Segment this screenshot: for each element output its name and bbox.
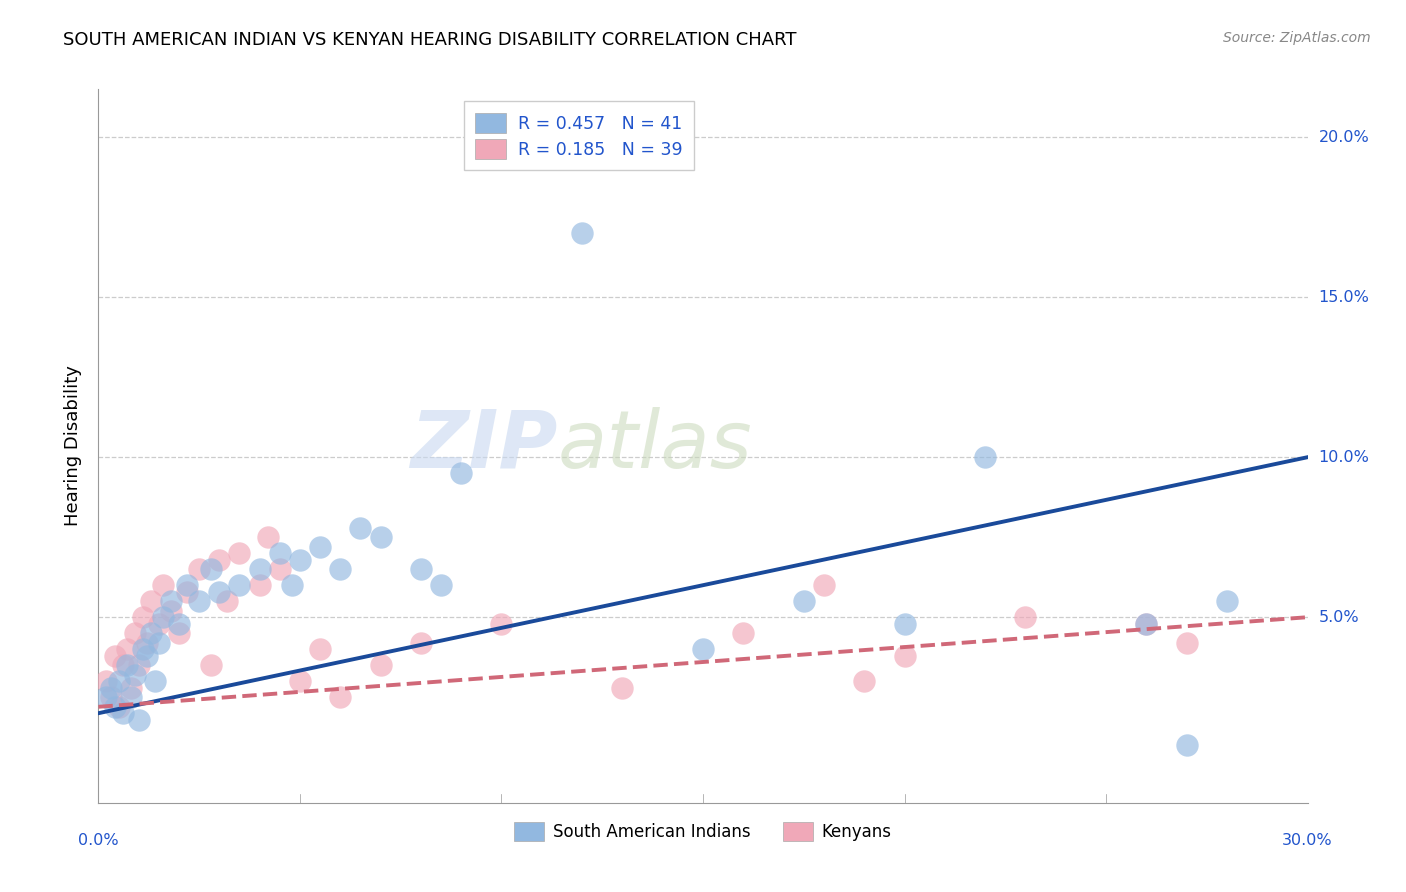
Legend: South American Indians, Kenyans: South American Indians, Kenyans [508, 815, 898, 848]
Point [176, 578, 198, 592]
Point [1135, 616, 1157, 631]
Point [893, 648, 915, 663]
Point [1135, 616, 1157, 631]
Point [103, 648, 125, 663]
Point [228, 546, 250, 560]
Point [491, 616, 513, 631]
Point [167, 626, 190, 640]
Point [269, 562, 291, 576]
Point [370, 530, 392, 544]
Point [148, 636, 170, 650]
Point [571, 226, 593, 240]
Point [329, 562, 352, 576]
Text: 5.0%: 5.0% [1319, 610, 1360, 624]
Point [120, 690, 142, 705]
Point [1175, 738, 1198, 752]
Point [148, 616, 170, 631]
Point [249, 578, 271, 592]
Point [269, 546, 291, 560]
Point [176, 584, 198, 599]
Point [124, 626, 146, 640]
Text: 30.0%: 30.0% [1282, 833, 1333, 848]
Point [96, 690, 118, 705]
Text: Source: ZipAtlas.com: Source: ZipAtlas.com [1223, 31, 1371, 45]
Point [692, 642, 714, 657]
Point [793, 594, 815, 608]
Point [132, 642, 155, 657]
Point [135, 636, 157, 650]
Text: 10.0%: 10.0% [1319, 450, 1369, 465]
Point [107, 699, 129, 714]
Point [152, 610, 174, 624]
Point [228, 578, 250, 592]
Point [115, 642, 138, 657]
Point [612, 681, 634, 695]
Point [152, 578, 174, 592]
Point [96, 674, 118, 689]
Point [111, 706, 134, 721]
Point [974, 450, 997, 465]
Point [107, 674, 129, 689]
Point [853, 674, 876, 689]
Point [100, 690, 122, 705]
Point [208, 552, 231, 566]
Point [115, 658, 138, 673]
Point [813, 578, 835, 592]
Point [135, 648, 157, 663]
Point [893, 616, 915, 631]
Point [370, 658, 392, 673]
Point [200, 562, 222, 576]
Point [103, 699, 125, 714]
Text: 15.0%: 15.0% [1319, 290, 1369, 305]
Point [139, 626, 162, 640]
Point [111, 658, 134, 673]
Point [132, 610, 155, 624]
Point [208, 584, 231, 599]
Point [120, 681, 142, 695]
Point [288, 552, 311, 566]
Point [309, 540, 332, 554]
Point [450, 466, 472, 480]
Point [329, 690, 352, 705]
Point [1014, 610, 1036, 624]
Point [100, 681, 122, 695]
Point [249, 562, 271, 576]
Text: SOUTH AMERICAN INDIAN VS KENYAN HEARING DISABILITY CORRELATION CHART: SOUTH AMERICAN INDIAN VS KENYAN HEARING … [63, 31, 797, 49]
Point [128, 658, 150, 673]
Point [200, 658, 222, 673]
Point [188, 594, 211, 608]
Point [409, 562, 432, 576]
Point [1175, 636, 1198, 650]
Point [256, 530, 278, 544]
Point [1216, 594, 1239, 608]
Point [139, 594, 162, 608]
Y-axis label: Hearing Disability: Hearing Disability [63, 366, 82, 526]
Point [409, 636, 432, 650]
Text: ZIP: ZIP [411, 407, 558, 485]
Point [217, 594, 239, 608]
Text: atlas: atlas [558, 407, 752, 485]
Point [143, 674, 166, 689]
Point [430, 578, 453, 592]
Point [309, 642, 332, 657]
Point [167, 616, 190, 631]
Point [188, 562, 211, 576]
Point [733, 626, 755, 640]
Text: 0.0%: 0.0% [79, 833, 118, 848]
Text: 20.0%: 20.0% [1319, 129, 1369, 145]
Point [349, 520, 371, 534]
Point [160, 604, 183, 618]
Point [128, 713, 150, 727]
Point [124, 668, 146, 682]
Point [160, 594, 183, 608]
Point [288, 674, 311, 689]
Point [281, 578, 304, 592]
